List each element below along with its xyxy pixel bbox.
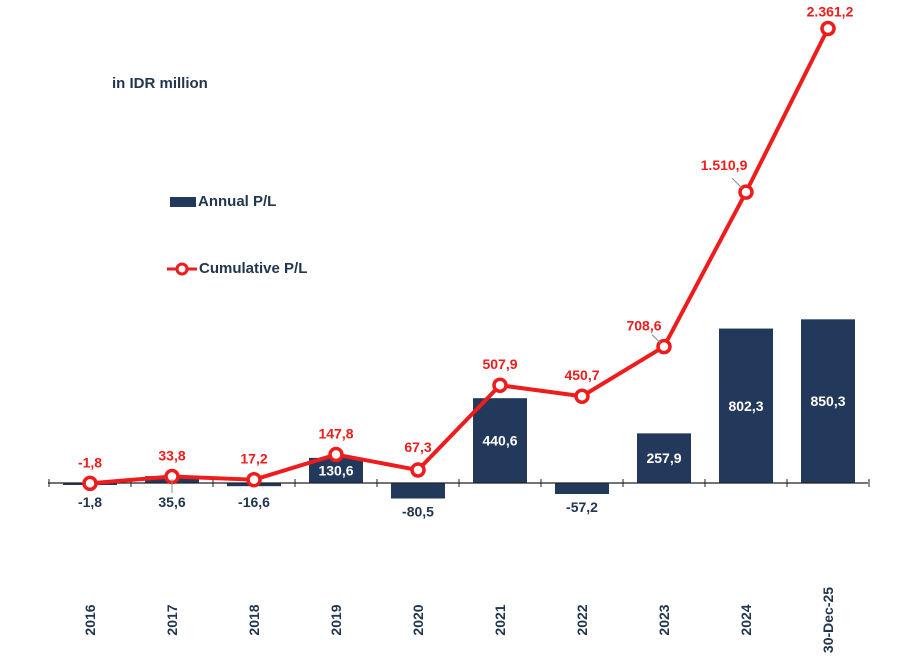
- unit-note: in IDR million: [112, 75, 208, 92]
- bar-label-2022: -57,2: [566, 499, 598, 515]
- line-label-leader: [651, 334, 661, 343]
- bar-2022: [555, 483, 609, 495]
- legend-item-annual: Annual P/L: [170, 193, 276, 210]
- line-point-2024: [738, 184, 754, 200]
- line-layer: [82, 20, 836, 492]
- legend-item-cumulative: Cumulative P/L: [167, 260, 307, 277]
- x-tick-label-2017: 2017: [164, 604, 180, 635]
- x-tick-label-2018: 2018: [246, 604, 262, 635]
- bar-label-2016: -1,8: [78, 494, 102, 510]
- bar-30-Dec-25: [801, 319, 855, 483]
- line-label-2023: 708,6: [626, 318, 661, 334]
- axis-layer: 2016 2017 2018 2019 2020 2021 2022 2023 2024 30-D…: [48, 479, 870, 653]
- line-point-2020: [410, 462, 426, 478]
- labels-layer: -1,8 35,6 -16,6 130,6 -80,5 440,6 -57,2 257,9 80…: [78, 3, 854, 519]
- bar-2024: [719, 328, 773, 483]
- x-tick-label-2022: 2022: [574, 604, 590, 635]
- bar-label-30-Dec-25: 850,3: [810, 393, 845, 409]
- bar-2020: [391, 483, 445, 499]
- legend-bar-swatch: [170, 196, 196, 207]
- line-point-2023: [656, 338, 672, 355]
- legend-label-cumulative: Cumulative P/L: [199, 260, 308, 277]
- line-label-2019: 147,8: [318, 426, 353, 442]
- bar-label-2021: 440,6: [482, 433, 517, 449]
- x-tick-label-30-Dec-25: 30-Dec-25: [820, 587, 836, 653]
- x-tick-label-2024: 2024: [738, 604, 754, 635]
- line-point-2021: [492, 377, 508, 393]
- legend-label-annual: Annual P/L: [198, 193, 277, 210]
- line-point-30-Dec-25: [820, 20, 836, 37]
- bar-label-2017: 35,6: [158, 494, 185, 510]
- bar-label-2023: 257,9: [646, 450, 681, 466]
- cumulative-line: [89, 27, 830, 486]
- line-point-2016: [82, 475, 98, 492]
- line-label-2018: 17,2: [240, 451, 267, 467]
- x-tick-label-2016: 2016: [82, 604, 98, 635]
- line-label-2017: 33,8: [158, 447, 185, 463]
- legend-line-swatch: [167, 262, 197, 275]
- bar-2023: [637, 433, 691, 483]
- line-label-30-Dec-25: 2.361,2: [807, 3, 854, 19]
- bar-label-2024: 802,3: [728, 398, 763, 414]
- line-point-2022: [574, 388, 590, 404]
- x-tick-label-2020: 2020: [410, 604, 426, 635]
- bar-label-2020: -80,5: [402, 503, 434, 519]
- line-label-2024: 1.510,9: [701, 157, 748, 173]
- bar-label-2019: 130,6: [318, 462, 353, 478]
- line-label-2020: 67,3: [404, 439, 431, 455]
- line-label-leader: [731, 177, 743, 189]
- line-label-2016: -1,8: [78, 454, 102, 470]
- line-label-2022: 450,7: [564, 367, 599, 383]
- bar-2021: [473, 398, 527, 483]
- bar-label-2018: -16,6: [238, 494, 270, 510]
- line-label-2021: 507,9: [482, 356, 517, 372]
- line-point-2018: [246, 471, 262, 488]
- x-tick-label-2021: 2021: [492, 604, 508, 635]
- x-tick-label-2023: 2023: [656, 604, 672, 635]
- line-point-2019: [328, 446, 344, 463]
- bars-layer: [63, 319, 855, 499]
- x-tick-label-2019: 2019: [328, 604, 344, 635]
